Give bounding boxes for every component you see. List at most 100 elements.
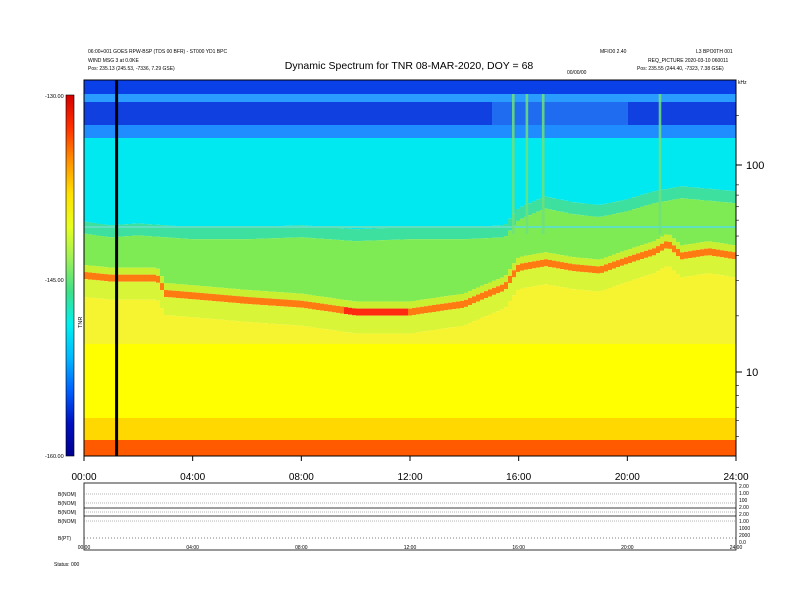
spectrum-cell [292,418,297,440]
spectrum-cell [128,440,133,456]
spectrum-cell [552,267,557,286]
spectrum-cell [156,300,161,344]
spectrum-cell [380,125,385,138]
spectrum-cell [624,344,629,418]
spectrum-cell [276,299,281,307]
spectrum-cell [564,255,569,263]
spectrum-cell [244,102,249,125]
spectrum-cell [148,102,153,125]
spectrum-cell [532,254,537,262]
spectrum-cell [252,440,257,456]
spectrum-column [716,80,721,456]
spectrum-cell [544,344,549,418]
spectrum-cell [232,440,237,456]
spectrum-cell [392,125,397,138]
spectrum-cell [608,125,613,138]
spectrum-cell [344,332,349,344]
spectrum-cell [448,302,453,310]
spectrum-column [548,80,553,456]
spectrogram [84,80,737,456]
spectrum-cell [452,125,457,138]
spectrum-cell [376,125,381,138]
spectrum-cell [456,344,461,418]
spectrum-cell [200,318,205,344]
header-left-line3: Pos: 235.13 (245.53, -7336, 7.29 GSE) [88,66,175,72]
spectrum-column [444,80,449,456]
spectrum-cell [232,344,237,418]
spectrum-cell [328,311,333,330]
spectrum-cell [196,440,201,456]
spectrum-cell [724,102,729,125]
spectrum-cell [676,138,681,187]
spectrum-cell [732,440,737,456]
spectrum-cell [228,80,233,94]
spectrum-cell [520,270,525,289]
spectrum-cell [680,102,685,125]
x-axis: 00:00 04:00 08:00 12:00 16:00 20:00 24:00 [71,456,749,483]
spectrum-cell [424,102,429,125]
spectrum-cell [172,94,177,102]
spectrum-column [220,80,225,456]
spectrum-cell [644,94,649,102]
spectrum-cell [572,138,577,203]
spectrum-cell [176,418,181,440]
spectrum-cell [560,80,565,94]
spectrum-cell [352,229,357,242]
spectrum-cell [220,287,225,295]
spectrum-cell [400,440,405,456]
spectrum-cell [528,102,533,125]
spectrum-cell [492,312,497,344]
spectrum-cell [576,102,581,125]
spectrum-cell [188,317,193,344]
spectrum-cell [708,102,713,125]
spectrum-column [596,80,601,456]
spectrum-cell [116,80,121,94]
spectrum-cell [292,138,297,226]
spectrum-cell [168,290,173,298]
spectrum-cell [368,240,373,302]
spectrum-cell [144,80,149,94]
spectrum-cell [276,324,281,344]
spectrum-cell [416,418,421,440]
spectrum-cell [224,295,229,303]
spectrum-cell [504,418,509,440]
spectrum-cell [308,301,313,309]
spectrum-cell [620,200,625,213]
spectrum-cell [500,80,505,94]
spectrum-cell [448,80,453,94]
spectrum-cell [92,440,97,456]
spectrum-cell [508,138,513,219]
spectrum-cell [108,225,113,238]
spectrum-cell [420,299,425,307]
spectrum-cell [184,125,189,138]
spectrum-cell [392,94,397,102]
spectrum-cell [204,318,209,344]
spectrum-cell [220,80,225,94]
spectrum-cell [312,238,317,296]
spectrum-cell [680,138,685,187]
spectrum-cell [420,138,425,228]
spectrum-cell [668,94,673,102]
spectrum-cell [232,320,237,344]
spectrum-cell [696,199,701,243]
spectrum-column [708,80,713,456]
spectrum-cell [632,80,637,94]
spectrum-cell [640,125,645,138]
spectrum-cell [512,418,517,440]
spectrum-cell [92,344,97,418]
spectrum-cell [416,138,421,228]
spectrum-cell [188,227,193,240]
spectrum-cell [636,253,641,261]
spectrum-cell [360,418,365,440]
spectrum-cell [328,227,333,240]
spectrum-cell [328,125,333,138]
spectrum-cell [292,80,297,94]
spectrum-cell [224,227,229,240]
spectrum-cell [256,138,261,227]
spectrum-cell [728,344,733,418]
spectrum-cell [448,125,453,138]
spectrum-cell [476,287,481,295]
spectrum-column [552,80,557,456]
spectrum-cell [616,285,621,344]
spectrum-cell [424,306,429,314]
